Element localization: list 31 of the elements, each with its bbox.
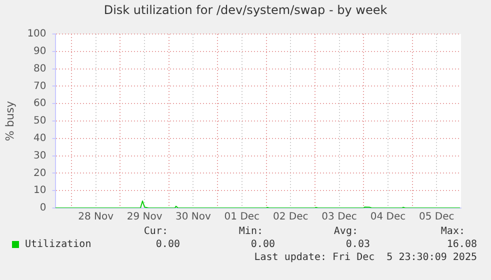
y-tick-label: 70	[34, 80, 46, 92]
y-tick-label: 90	[34, 46, 46, 57]
y-tick-label: 30	[34, 150, 46, 162]
x-tick-label: 01 Dec	[224, 212, 260, 223]
text: 0.00	[156, 239, 180, 250]
text: 0.03	[346, 239, 370, 250]
text: 16.08	[446, 239, 477, 250]
y-tick-label: 100	[27, 28, 46, 40]
legend-label: Utilization	[25, 239, 92, 250]
y-tick-label: 80	[34, 63, 46, 74]
x-tick-label: 04 Dec	[370, 212, 406, 223]
text: Max:	[440, 226, 465, 237]
y-tick-label: 40	[34, 132, 46, 144]
x-tick-label: 30 Nov	[176, 212, 212, 223]
text: Last update: Fri Dec 5 23:30:09 2025	[254, 252, 477, 263]
y-tick-label: 20	[34, 168, 46, 179]
x-tick-label: 05 Dec	[419, 212, 454, 223]
x-tick-label: 02 Dec	[272, 212, 308, 223]
x-tick-label: 03 Dec	[322, 212, 357, 223]
text: Avg:	[334, 226, 358, 237]
y-axis-title: % busy	[3, 100, 16, 142]
text: Cur:	[144, 226, 168, 237]
text: 0.00	[250, 239, 275, 250]
y-tick-label: 60	[34, 98, 46, 110]
y-tick-label: 0	[40, 202, 46, 214]
y-tick-label: 10	[34, 185, 46, 196]
text: Min:	[238, 226, 263, 237]
x-tick-label: 28 Nov	[78, 212, 114, 223]
x-tick-label: 29 Nov	[126, 212, 162, 223]
chart-title: Disk utilization for /dev/system/swap - by week	[102, 3, 388, 17]
y-tick-label: 50	[34, 116, 46, 127]
